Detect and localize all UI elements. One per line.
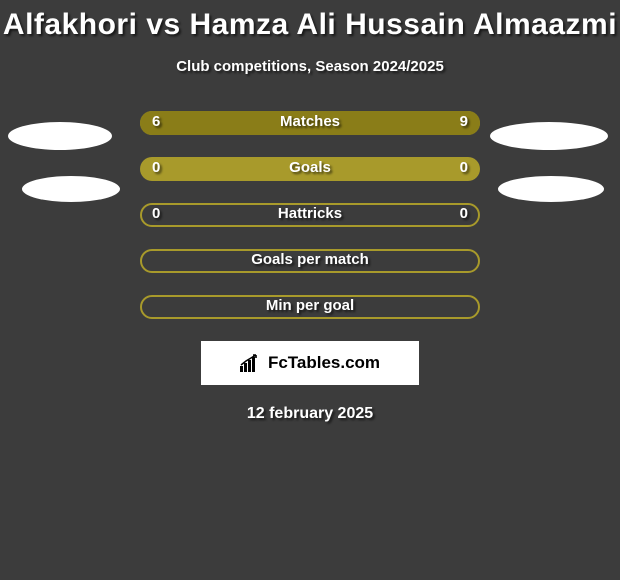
- subtitle: Club competitions, Season 2024/2025: [0, 58, 620, 75]
- stat-label: Min per goal: [0, 297, 620, 314]
- stat-label: Goals per match: [0, 251, 620, 268]
- stat-row: 00Goals: [0, 157, 620, 185]
- logo: FcTables.com: [240, 353, 380, 373]
- stat-row: 69Matches: [0, 111, 620, 139]
- stat-label: Goals: [0, 159, 620, 176]
- stat-row: Min per goal: [0, 295, 620, 323]
- stat-label: Hattricks: [0, 205, 620, 222]
- chart-icon: [240, 354, 262, 372]
- date-label: 12 february 2025: [0, 405, 620, 423]
- stat-label: Matches: [0, 113, 620, 130]
- page-title: Alfakhori vs Hamza Ali Hussain Almaazmi: [0, 0, 620, 42]
- stat-row: 00Hattricks: [0, 203, 620, 231]
- logo-text: FcTables.com: [268, 353, 380, 373]
- stat-row: Goals per match: [0, 249, 620, 277]
- logo-box: FcTables.com: [201, 341, 419, 385]
